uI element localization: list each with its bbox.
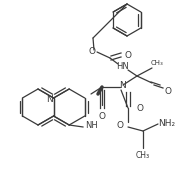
Text: N: N — [119, 81, 125, 90]
Text: CH₃: CH₃ — [151, 60, 163, 66]
Text: CH₃: CH₃ — [136, 151, 150, 159]
Text: O: O — [89, 47, 95, 55]
Text: O: O — [117, 120, 123, 129]
Text: O: O — [165, 86, 171, 96]
Text: NH₂: NH₂ — [158, 118, 175, 127]
Text: HN: HN — [116, 62, 128, 71]
Text: N: N — [46, 95, 53, 103]
Text: O: O — [98, 112, 105, 120]
Text: NH: NH — [85, 122, 98, 130]
Text: O: O — [124, 50, 132, 59]
Text: O: O — [137, 103, 143, 112]
